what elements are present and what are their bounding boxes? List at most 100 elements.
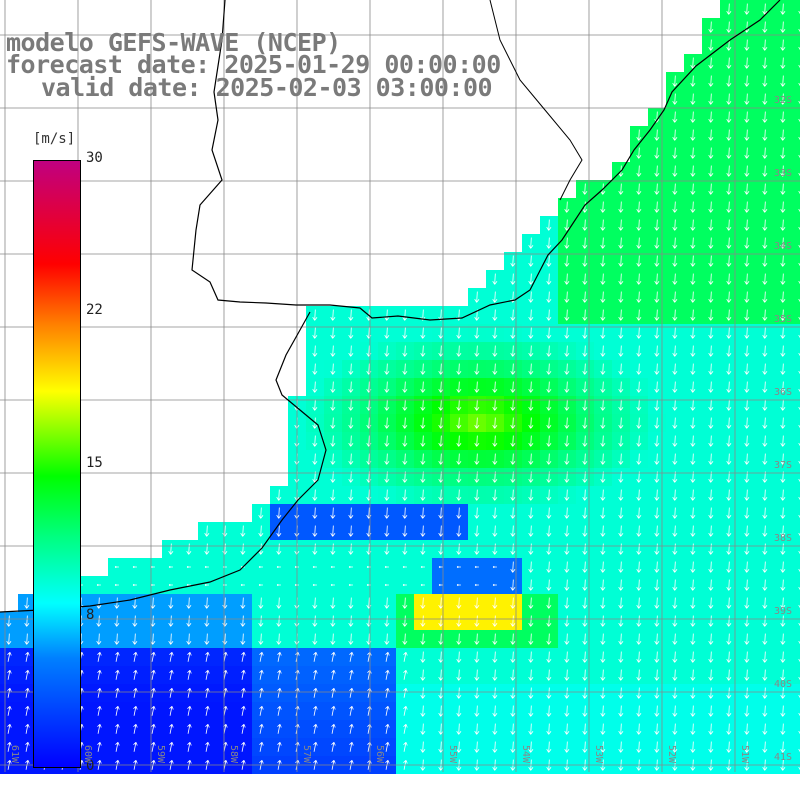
wind-arrow [600,525,606,537]
wind-arrow [420,583,425,587]
wind-arrow [510,525,516,537]
wind-arrow [780,543,786,555]
wind-arrow [564,255,570,267]
wind-arrow [510,651,516,663]
wind-arrow [726,381,732,393]
wind-arrow [564,507,570,519]
wind-arrow [510,687,516,699]
wind-arrow [690,579,696,591]
wind-arrow [618,615,624,627]
wind-arrow [420,525,426,537]
wind-arrow [349,741,354,752]
wind-arrow [420,565,425,569]
wind-arrow [672,237,678,249]
wind-arrow [762,633,768,645]
wind-arrow [708,489,714,501]
wind-arrow [24,615,30,627]
wind-arrow [690,741,696,753]
wind-arrow [744,687,750,699]
wind-arrow [402,453,408,465]
wind-arrow [780,381,786,393]
wind-arrow [474,345,480,357]
wind-arrow [313,741,318,752]
wind-arrow [690,687,696,699]
wind-arrow [564,687,570,699]
wind-arrow [690,543,696,555]
wind-arrow [672,453,678,465]
wind-arrow [510,255,516,267]
wind-arrow [762,111,768,123]
wind-arrow [312,435,318,447]
wind-arrow [25,741,30,752]
wind-arrow [546,723,552,735]
wind-arrow [744,543,750,555]
wind-arrow [708,147,714,159]
wind-arrow [528,669,534,681]
wind-arrow [636,417,642,429]
wind-arrow [402,543,408,555]
wind-arrow [259,741,264,752]
wind-arrow [672,669,678,681]
wind-arrow [528,327,534,339]
wind-arrow [744,309,750,321]
wind-arrow [331,723,336,734]
wind-arrow [744,417,750,429]
wind-arrow [456,597,462,609]
wind-arrow [312,565,317,569]
wind-arrow [672,327,678,339]
wind-arrow [169,687,174,698]
wind-arrow [744,345,750,357]
wind-arrow [528,381,534,393]
wind-arrow [474,687,480,699]
wind-arrow [582,741,588,753]
wind-arrow [708,561,714,573]
wind-arrow [384,583,389,587]
wind-arrow [385,723,390,734]
wind-arrow [672,579,678,591]
wind-arrow [780,237,786,249]
wind-arrow [546,435,552,447]
wind-arrow [132,565,137,569]
wind-arrow [564,741,570,753]
wind-arrow [348,453,354,465]
wind-arrow [564,723,570,735]
wind-arrow [349,723,354,734]
wind-arrow [618,273,624,285]
wind-arrow [420,723,426,735]
wind-arrow [115,723,120,734]
wind-arrow [564,219,570,231]
wind-arrow [690,597,696,609]
wind-arrow [708,183,714,195]
lon-label: 58W [228,745,239,764]
wind-arrow [600,309,606,321]
wind-arrow [708,93,714,105]
wind-arrow [492,291,498,303]
wind-arrow [474,381,480,393]
wind-arrow [348,345,354,357]
wind-arrow [726,57,732,69]
wind-arrow [600,453,606,465]
wind-arrow [762,309,768,321]
wind-arrow [186,583,191,587]
wind-arrow [151,651,156,662]
wind-arrow [600,399,606,411]
wind-arrow [438,583,443,587]
wind-arrow [564,237,570,249]
wind-arrow [492,669,498,681]
wind-arrow [312,633,318,645]
wind-arrow [546,399,552,411]
wind-arrow [114,633,120,645]
wind-arrow [672,417,678,429]
wind-arrow [636,273,642,285]
wind-arrow [672,345,678,357]
wind-arrow [726,741,732,753]
wind-arrow [744,39,750,51]
wind-arrow [564,363,570,375]
wind-arrow [672,525,678,537]
wind-arrow [672,399,678,411]
wind-arrow [402,309,408,321]
lon-label: 57W [301,745,312,764]
wind-arrow [330,525,336,537]
wind-arrow [708,255,714,267]
wind-arrow [780,39,786,51]
